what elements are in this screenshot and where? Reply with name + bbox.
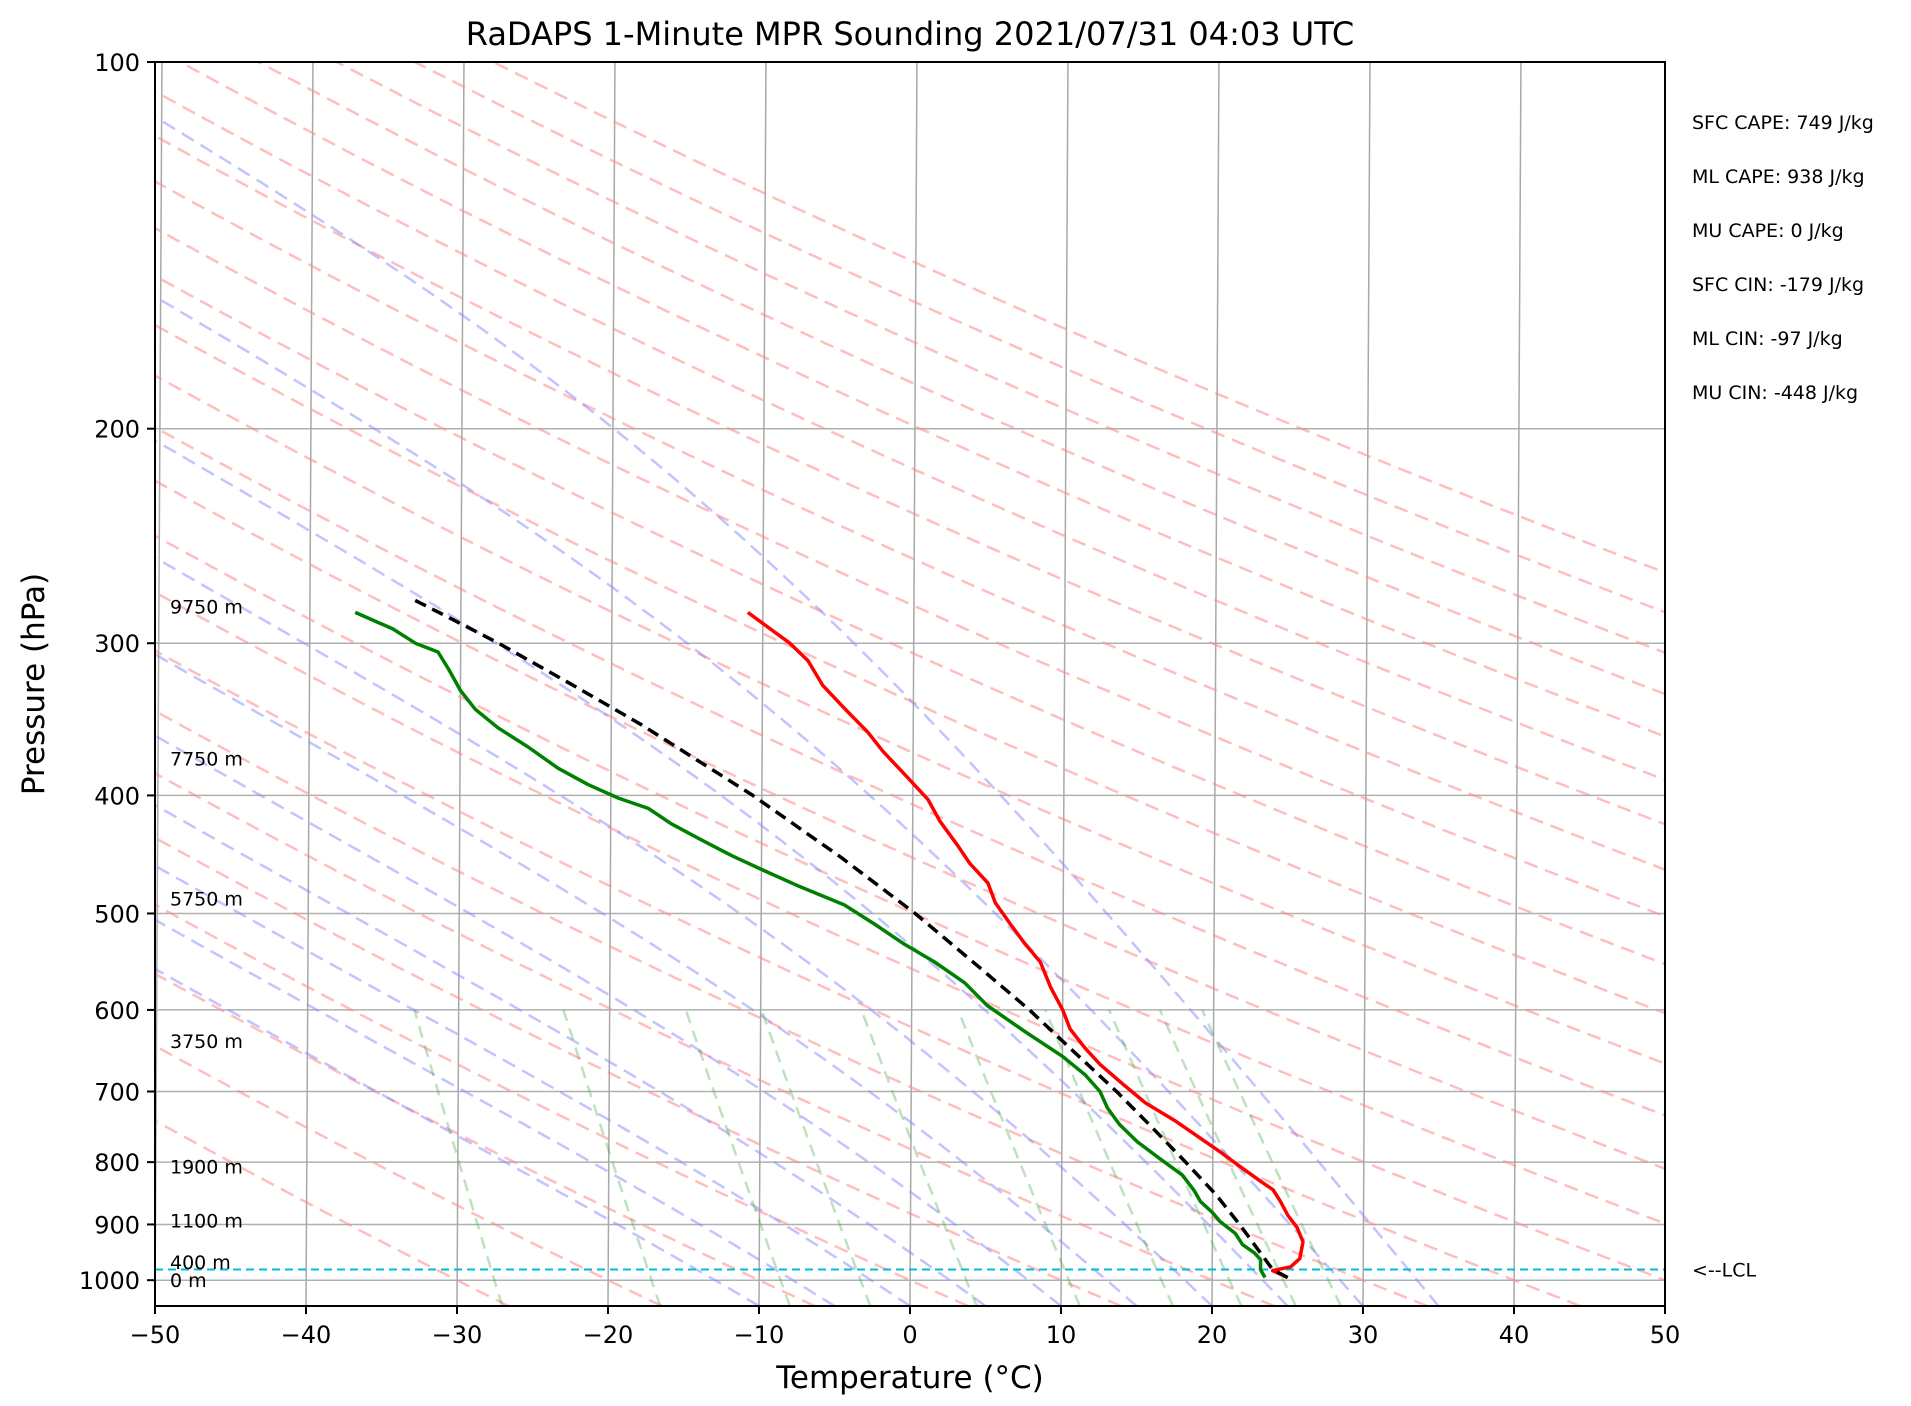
x-axis-ticks: −50 −40 −30 −20 −10 0 10 20 30 40 50 [130,1306,1681,1349]
height-marker-label: 5750 m [170,888,243,910]
y-axis-ticks: 100 200 300 400 500 600 700 800 900 1000 [79,49,155,1295]
mixing-ratio-line [413,1009,504,1306]
dewpoint-profile-line [354,610,1267,1279]
dry-adiabat-line [155,425,1665,1117]
height-marker-label: 1900 m [170,1157,243,1179]
dry-adiabat-line [155,374,1665,1065]
mixing-ratio-line [684,1009,792,1306]
x-tick-label: −50 [130,1321,181,1349]
dry-adiabat-line [155,479,1665,1171]
moist-adiabat-line [155,918,836,1306]
dry-adiabat-line [155,771,1275,1306]
y-tick-label: 400 [94,782,140,810]
stat-line: MU CIN: -448 J/kg [1692,382,1858,404]
stat-line: SFC CIN: -179 J/kg [1692,274,1864,296]
x-tick-label: −20 [583,1321,634,1349]
isotherm-line [155,62,163,1306]
isotherm-line [607,62,616,1306]
moist-adiabat-line [155,115,1440,1306]
dry-adiabat-line [155,709,1428,1306]
dry-adiabat-line [155,649,1581,1306]
mixing-ratio-line [956,1009,1081,1306]
dry-adiabat-line [155,274,1665,966]
mixing-ratio-line [562,1009,662,1306]
dry-adiabat-line [155,836,1122,1306]
x-tick-label: 50 [1650,1321,1681,1349]
mixing-ratio-line [1044,1009,1175,1306]
y-tick-label: 500 [94,900,140,928]
stat-line: ML CAPE: 938 J/kg [1692,166,1865,188]
dry-adiabat-line [257,62,1665,696]
dry-adiabat-line [155,590,1665,1282]
mixing-ratio-line [860,1009,978,1306]
temperature-profile-line [746,610,1305,1280]
dry-adiabat-line [155,972,816,1306]
parcel-profile-line [411,597,1289,1280]
height-marker-label: 9750 m [170,597,243,619]
moist-adiabat-line [155,439,1289,1306]
isotherm-line [1060,62,1069,1306]
height-marker-label: 0 m [170,1270,207,1292]
isotherm-line [456,62,465,1306]
x-tick-label: 0 [902,1321,917,1349]
stat-line: SFC CAPE: 749 J/kg [1692,112,1874,134]
moist-adiabat-line [155,295,1364,1306]
x-tick-label: −10 [734,1321,785,1349]
dry-adiabat-line [155,323,1665,1015]
dry-adiabat-line [155,226,1665,918]
x-axis-label: Temperature (°C) [775,1360,1044,1396]
x-tick-label: −30 [432,1321,483,1349]
stats-panel: SFC CAPE: 749 J/kg ML CAPE: 938 J/kg MU CA… [1692,112,1874,404]
y-tick-label: 300 [94,630,140,658]
lcl-label: <--LCL [1692,1259,1756,1281]
isotherm-line [1513,62,1522,1306]
mixing-ratio-line [1201,1009,1343,1306]
dry-adiabat-line [155,179,1665,872]
x-tick-label: 10 [1046,1321,1077,1349]
x-tick-label: −40 [281,1321,332,1349]
moist-adiabat-line [155,652,1138,1306]
moist-adiabat-line [155,734,1062,1306]
stat-line: MU CAPE: 0 J/kg [1692,220,1844,242]
isotherm-line [1362,62,1371,1306]
stat-line: ML CIN: -97 J/kg [1692,328,1843,350]
mixing-ratio-line [760,1009,872,1306]
moist-adiabat-line [155,864,911,1306]
y-tick-label: 800 [94,1149,140,1177]
x-tick-label: 40 [1499,1321,1530,1349]
y-tick-label: 600 [94,997,140,1025]
height-marker-label: 3750 m [170,1031,243,1053]
height-marker-label: 400 m [170,1252,231,1274]
dry-adiabat-line [155,134,1665,826]
height-marker-label: 1100 m [170,1210,243,1232]
background-lines [155,62,1665,1306]
x-tick-label: 20 [1197,1321,1228,1349]
mixing-ratio-line [1158,1009,1297,1306]
y-tick-label: 900 [94,1211,140,1239]
moist-adiabat-line [155,556,1213,1306]
y-axis-label: Pressure (hPa) [16,573,52,795]
chart-title: RaDAPS 1-Minute MPR Sounding 2021/07/31 … [466,15,1354,53]
y-tick-label: 1000 [79,1267,140,1295]
x-tick-label: 30 [1348,1321,1379,1349]
y-tick-label: 200 [94,416,140,444]
profile-lines [155,597,1665,1280]
moist-adiabat-line [155,803,987,1306]
height-marker-label: 7750 m [170,748,243,770]
isotherm-line [909,62,918,1306]
dry-adiabat-line [414,62,1665,614]
dry-adiabat-line [155,534,1665,1225]
y-tick-label: 100 [94,49,140,77]
y-tick-label: 700 [94,1078,140,1106]
dry-adiabat-line [336,62,1665,655]
isotherm-line [305,62,314,1306]
